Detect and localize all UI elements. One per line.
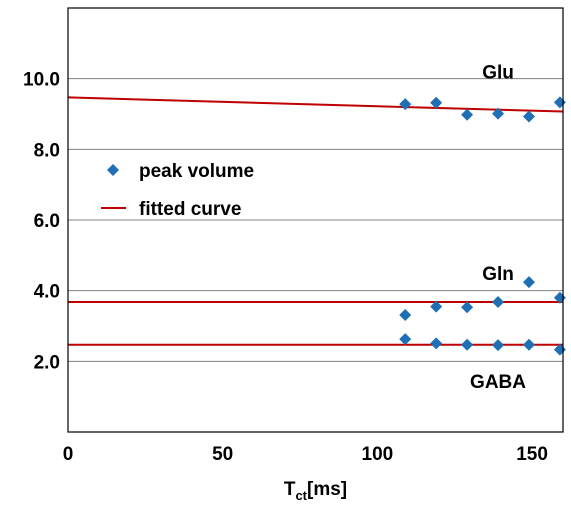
x-tick-label: 150 — [516, 444, 548, 465]
y-tick-label: 2.0 — [34, 352, 60, 373]
data-point-glu — [399, 98, 412, 111]
series-label-gln: Gln — [482, 264, 514, 285]
series-annotations: Glu Gln GABA — [470, 63, 526, 393]
data-point-glu — [492, 107, 505, 120]
data-point-gaba — [461, 338, 474, 351]
data-point-glu — [430, 96, 443, 109]
data-point-gln — [399, 309, 412, 322]
x-axis-title: Tct[ms] — [284, 479, 347, 503]
series-label-gaba: GABA — [470, 372, 526, 393]
y-tick-label: 10.0 — [23, 70, 60, 91]
grid-lines — [68, 78, 563, 362]
legend: peak volume fitted curve — [101, 161, 254, 220]
fitted-curves — [67, 96, 564, 346]
plot-frame — [67, 7, 564, 433]
x-axis-title-main: T — [284, 479, 296, 500]
data-point-gln — [461, 301, 474, 314]
data-point-gaba — [430, 337, 443, 350]
data-point-gaba — [399, 333, 412, 346]
x-axis-ticks: 0 50 100 150 — [63, 444, 548, 465]
x-axis-title-subscript: ct — [295, 488, 307, 503]
fit-line-glu — [67, 96, 564, 113]
y-tick-label: 8.0 — [34, 140, 60, 161]
series-label-glu: Glu — [482, 63, 514, 84]
data-point-gln — [492, 295, 505, 308]
y-tick-label: 4.0 — [34, 282, 60, 303]
data-point-gln — [430, 300, 443, 313]
legend-label-fitted-curve: fitted curve — [139, 199, 241, 220]
legend-label-peak-volume: peak volume — [139, 161, 254, 182]
data-point-gaba — [522, 338, 535, 351]
data-point-glu — [461, 108, 474, 121]
data-points — [399, 96, 566, 356]
data-point-gln — [522, 276, 535, 289]
x-axis-title-unit: [ms] — [307, 479, 347, 500]
x-tick-label: 0 — [63, 444, 74, 465]
x-tick-label: 100 — [362, 444, 394, 465]
data-point-glu — [553, 96, 566, 109]
data-point-gaba — [492, 339, 505, 352]
x-tick-label: 50 — [212, 444, 233, 465]
y-tick-label: 6.0 — [34, 211, 60, 232]
data-point-glu — [522, 110, 535, 123]
legend-diamond-marker — [107, 164, 119, 176]
y-axis-ticks: 2.0 4.0 6.0 8.0 10.0 — [23, 70, 60, 374]
